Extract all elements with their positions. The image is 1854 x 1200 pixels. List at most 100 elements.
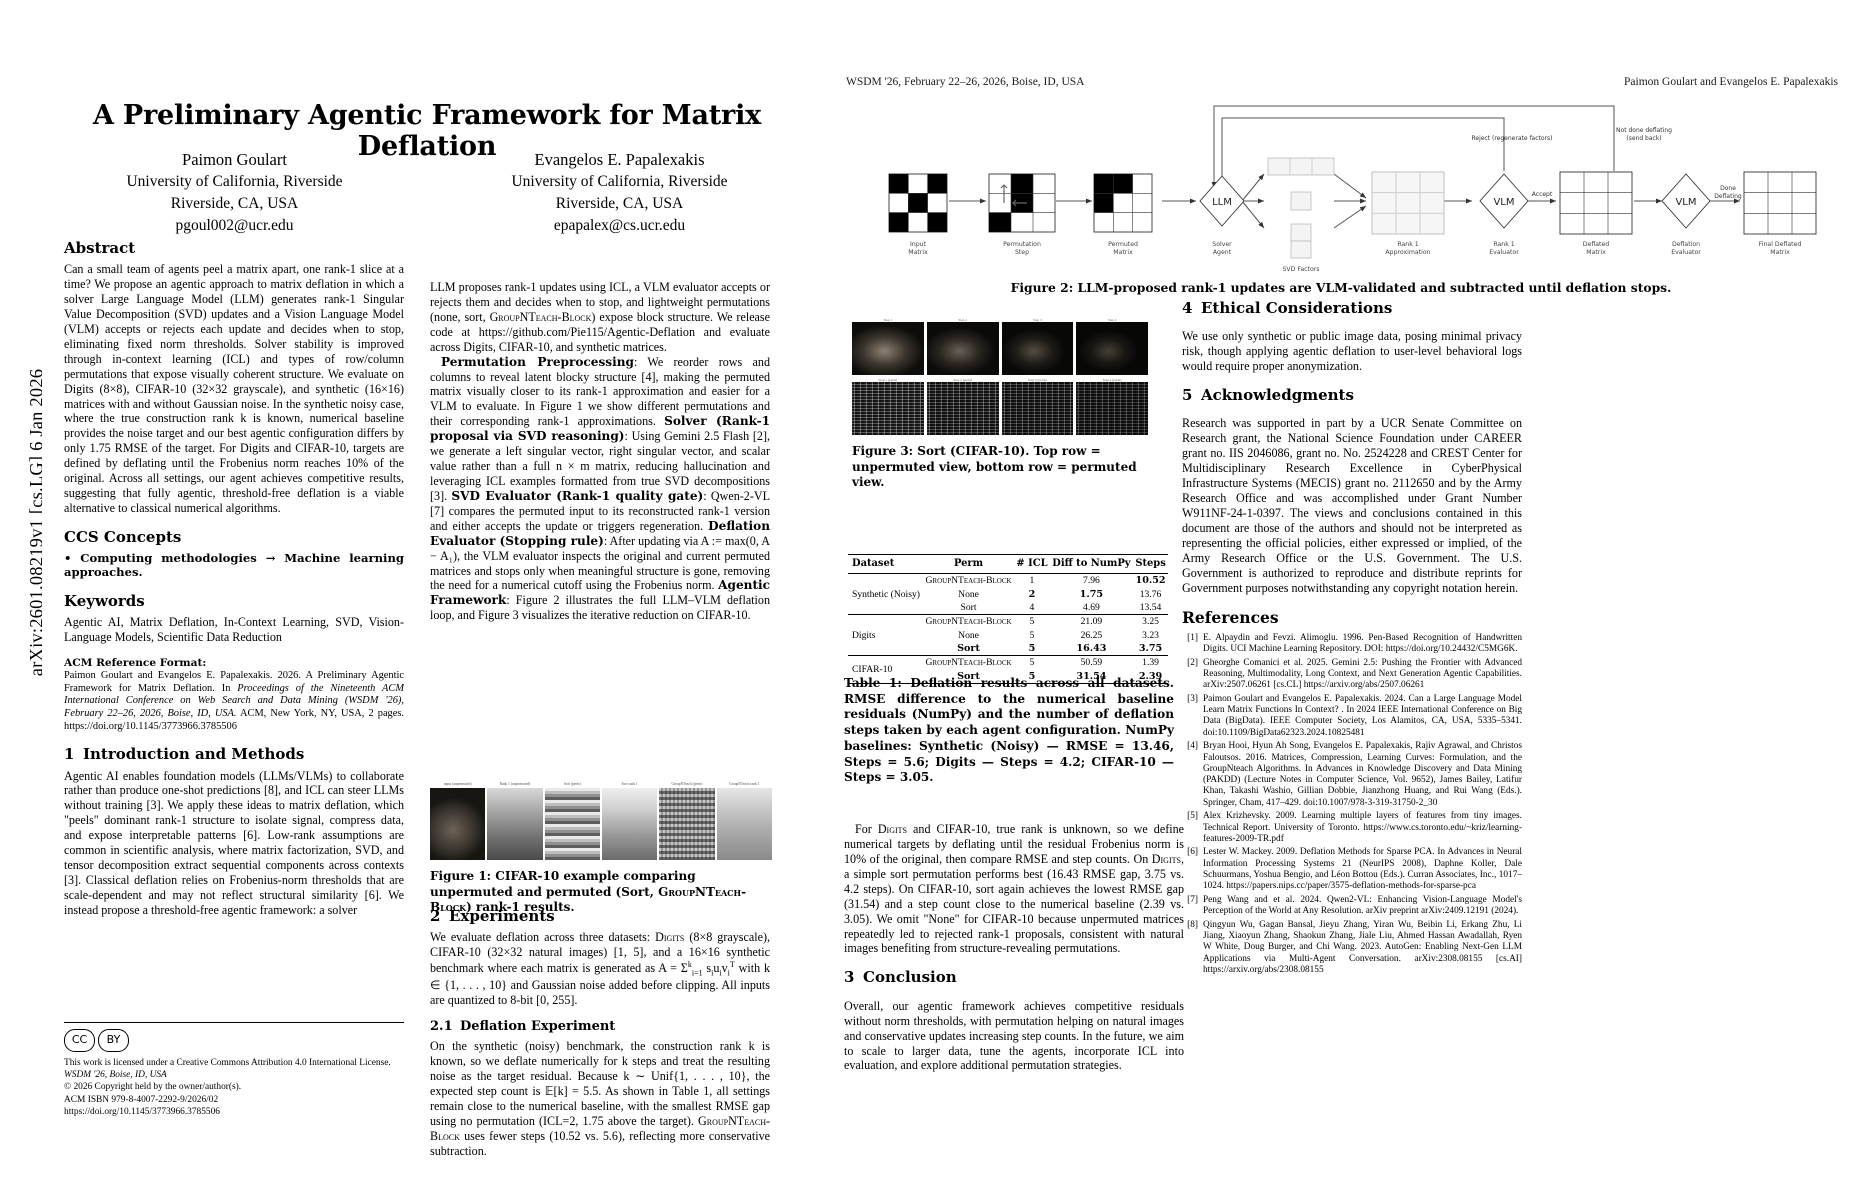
table-row: None 5 26.25 3.23 <box>848 629 1168 642</box>
reference-text: Qingyun Wu, Gagan Bansal, Jieyu Zhang, Y… <box>1203 919 1522 975</box>
table-1-caption: Table 1: Deflation results across all da… <box>844 676 1174 785</box>
section-ethical-title: Ethical Considerations <box>1201 299 1393 317</box>
node-input-matrix: Input Matrix <box>888 173 948 256</box>
table-1: Dataset Perm # ICL Diff to NumPy Steps S… <box>848 554 1168 684</box>
reference-item: [3] Paimon Goulart and Evangelos E. Papal… <box>1182 694 1522 739</box>
experiments-p1: We evaluate deflation across three datas… <box>430 930 771 1008</box>
figure-2-diagram: Input Matrix Permutation Step <box>844 96 1834 286</box>
reference-number: [3] <box>1187 693 1198 704</box>
section-ethical-number: 4 <box>1182 299 1193 317</box>
framework-label: Agentic Framework <box>430 578 770 608</box>
running-header-right: Paimon Goulart and Evangelos E. Papalexa… <box>1624 76 1838 88</box>
fig1-panel-0 <box>430 788 486 860</box>
svg-text:Permutation: Permutation <box>1003 241 1041 248</box>
license-line-1: This work is licensed under a Creative C… <box>64 1058 391 1068</box>
fig3-bottom-3 <box>1076 382 1148 435</box>
fig3-bottom-label-1: Step 2 (perm) <box>953 378 972 382</box>
author-block: Paimon Goulart University of California,… <box>42 148 812 237</box>
cell-steps: 2.39 <box>1138 670 1163 682</box>
fig1-panel-3 <box>601 788 658 860</box>
vlm-node-label-1: VLM <box>1493 197 1514 208</box>
subsection-deflation-title: Deflation Experiment <box>460 1019 616 1035</box>
reference-text: Alex Krizhevsky. 2009. Learning multiple… <box>1203 811 1522 844</box>
svd-factors-label: SVD Factors <box>1282 266 1319 273</box>
cell-dataset: Synthetic (Noisy) <box>852 588 920 600</box>
figure-3: Step 1 Step 2 Step 3 Step 4 Step 1 (perm… <box>852 318 1148 491</box>
svg-text:Rank 1: Rank 1 <box>1493 241 1514 248</box>
perm-text: : We reorder rows and columns to reveal … <box>430 354 771 429</box>
page-title: A Preliminary Agentic Framework for Matr… <box>92 100 762 162</box>
figure-3-bottom-row <box>852 382 1148 435</box>
reference-item: [7] Peng Wang and et al. 2024. Qwen2-VL: … <box>1182 895 1522 917</box>
edge-label-reject: Reject (regenerate factors) <box>1471 135 1552 142</box>
fig3-bottom-label-2: Step 3 (perm) <box>1028 378 1047 382</box>
section-conclusion-number: 3 <box>844 968 855 987</box>
section-introduction-title: Introduction and Methods <box>83 745 305 764</box>
reference-item: [5] Alex Krizhevsky. 2009. Learning multi… <box>1182 811 1522 845</box>
table-row: Sort 5 31.54 2.39 <box>848 670 1168 684</box>
svd-text: : Qwen-2-VL [7] compares the permuted in… <box>430 488 770 533</box>
subsection-deflation-heading: 2.1 Deflation Experiment <box>430 1019 770 1035</box>
figure-2-caption: Figure 2: LLM-proposed rank-1 updates ar… <box>1010 280 1672 295</box>
license-line-5[interactable]: https://doi.org/10.1145/3773966.3785506 <box>64 1106 220 1117</box>
section-conclusion-heading: 3 Conclusion <box>844 968 1184 987</box>
cell-diff: 1.75 <box>1079 588 1104 600</box>
fig3-bottom-label-3: Step 4 (perm) <box>1102 378 1122 382</box>
figure-1-caption: Figure 1: CIFAR-10 example comparing unp… <box>430 869 747 915</box>
deflation-p2-c: , a simple sort permutation performs bes… <box>844 851 1184 956</box>
intro-p2-a: LLM proposes rank-1 updates using ICL, a… <box>430 280 770 324</box>
left-column-2: LLM proposes rank-1 updates using ICL, a… <box>430 240 770 623</box>
author-2-email[interactable]: epapalex@cs.ucr.edu <box>553 217 686 235</box>
th-steps: Steps <box>1135 558 1166 569</box>
section-acknowledgments-text: Research was supported in part by a UCR … <box>1182 416 1522 595</box>
vlm-node-label-2: VLM <box>1675 197 1696 208</box>
th-dataset: Dataset <box>852 558 895 569</box>
framework-text: : Figure 2 illustrates the full LLM–VLM … <box>430 593 770 623</box>
edge-label-not-done-2: (send back) <box>1626 135 1661 142</box>
th-perm: Perm <box>953 558 984 569</box>
perm-label: Permutation Preprocessing <box>441 354 634 369</box>
cell-perm: Sort <box>957 643 980 655</box>
cell-icl: 5 <box>1028 643 1036 655</box>
acm-reference-heading: ACM Reference Format: <box>64 656 207 669</box>
th-diff: Diff to NumPy <box>1052 558 1131 569</box>
fig3-bottom-0 <box>852 382 924 435</box>
author-2-name: Evangelos E. Papalexakis <box>534 150 705 169</box>
fig1-label-4: GroupNTeach (perm) <box>671 782 703 786</box>
acm-reference-text: Paimon Goulart and Evangelos E. Papalexa… <box>64 669 405 732</box>
abstract-text: Can a small team of agents peel a matrix… <box>64 262 404 515</box>
deflation-p2-a: For <box>855 822 878 837</box>
edge-label-not-done-1: Not done deflating <box>1616 127 1672 134</box>
svg-text:Deflated: Deflated <box>1583 241 1609 248</box>
solver-text: : Using Gemini 2.5 Flash [2], we generat… <box>430 429 770 503</box>
cell-perm: None <box>958 629 979 641</box>
node-deflated-matrix: Deflated Matrix <box>1559 171 1633 256</box>
reference-item: [6] Lester W. Mackey. 2009. Deflation Met… <box>1182 847 1522 892</box>
cell-icl: 4 <box>1029 601 1035 613</box>
license-footer: CC BY This work is licensed under a Crea… <box>64 1022 409 1118</box>
right-page: WSDM '26, February 22–26, 2026, Boise, I… <box>836 0 1846 1200</box>
node-final-deflated-matrix: Final Deflated Matrix <box>1743 171 1817 256</box>
cc-badges: CC BY <box>64 1029 409 1052</box>
edge-label-accept: Accept <box>1532 191 1553 198</box>
table-row: Synthetic (Noisy) GroupNTeach-Block 1 7.… <box>848 573 1168 600</box>
section-conclusion-title: Conclusion <box>863 968 957 987</box>
edge-label-done-2: Deflating <box>1714 193 1742 200</box>
author-1-email[interactable]: pgoul002@ucr.edu <box>175 217 294 235</box>
digits-term: Digits <box>655 930 685 945</box>
svd-label: SVD Evaluator (Rank-1 quality gate) <box>451 488 704 503</box>
table-header-row: Dataset Perm # ICL Diff to NumPy Steps <box>848 554 1168 574</box>
reference-number: [2] <box>1187 657 1198 668</box>
license-line-3: © 2026 Copyright held by the owner/autho… <box>64 1082 242 1093</box>
author-2-location: Riverside, CA, USA <box>555 195 684 213</box>
cell-diff: 7.96 <box>1083 575 1100 587</box>
fig1-panel-4 <box>659 788 715 860</box>
author-1-affiliation: University of California, Riverside <box>126 173 343 191</box>
section-introduction-p1: Agentic AI enables foundation models (LL… <box>64 768 404 917</box>
section-introduction-heading: 1 Introduction and Methods <box>64 745 404 764</box>
reference-number: [5] <box>1187 811 1198 822</box>
figure-2-svg: Input Matrix Permutation Step <box>888 105 1817 273</box>
node-rank1-evaluator: VLM Rank 1 Evaluator Reject (regenerate … <box>1471 135 1552 256</box>
table-1-head: Dataset Perm # ICL Diff to NumPy Steps <box>848 554 1168 574</box>
cell-diff: 50.59 <box>1080 657 1103 669</box>
